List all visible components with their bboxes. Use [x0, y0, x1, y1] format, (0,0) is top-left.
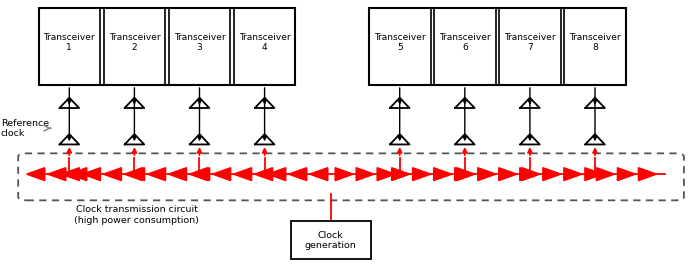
Polygon shape [638, 168, 657, 181]
Polygon shape [267, 168, 286, 181]
Polygon shape [169, 168, 186, 181]
Bar [369, 8, 626, 85]
Text: Transceiver
2: Transceiver 2 [108, 33, 160, 52]
Polygon shape [148, 168, 166, 181]
Polygon shape [189, 168, 207, 181]
Polygon shape [412, 168, 430, 181]
Bar [169, 8, 230, 85]
FancyBboxPatch shape [18, 153, 684, 200]
Text: Transceiver
7: Transceiver 7 [504, 33, 556, 52]
Bar [290, 221, 371, 259]
Polygon shape [335, 168, 354, 181]
Polygon shape [433, 168, 452, 181]
Bar [38, 8, 295, 85]
Polygon shape [83, 168, 101, 181]
Bar [499, 8, 561, 85]
Polygon shape [499, 168, 517, 181]
Bar [564, 8, 626, 85]
Text: Transceiver
8: Transceiver 8 [569, 33, 621, 52]
Bar [234, 8, 295, 85]
Polygon shape [596, 168, 615, 181]
Polygon shape [617, 168, 636, 181]
Bar [104, 8, 165, 85]
Bar [38, 8, 100, 85]
Polygon shape [127, 168, 145, 181]
Polygon shape [377, 168, 395, 181]
Polygon shape [125, 168, 143, 181]
Polygon shape [543, 168, 561, 181]
Polygon shape [192, 168, 210, 181]
Polygon shape [391, 168, 409, 181]
Text: Reference
clock: Reference clock [1, 119, 49, 138]
Polygon shape [356, 168, 374, 181]
Polygon shape [69, 168, 87, 181]
Polygon shape [255, 168, 273, 181]
Polygon shape [213, 168, 231, 181]
Text: Clock
generation: Clock generation [305, 231, 356, 250]
Text: Transceiver
5: Transceiver 5 [374, 33, 426, 52]
Bar [434, 8, 496, 85]
Polygon shape [478, 168, 496, 181]
Bar [369, 8, 430, 85]
Polygon shape [519, 168, 538, 181]
Polygon shape [62, 168, 80, 181]
Polygon shape [522, 168, 540, 181]
Text: Transceiver
1: Transceiver 1 [43, 33, 95, 52]
Polygon shape [309, 168, 328, 181]
Polygon shape [457, 168, 475, 181]
Text: Transceiver
4: Transceiver 4 [239, 33, 290, 52]
Polygon shape [564, 168, 582, 181]
Polygon shape [585, 168, 603, 181]
Polygon shape [454, 168, 472, 181]
Polygon shape [234, 168, 252, 181]
Text: Clock transmission circuit
(high power consumption): Clock transmission circuit (high power c… [74, 205, 199, 225]
Polygon shape [27, 168, 45, 181]
Text: Transceiver
3: Transceiver 3 [174, 33, 225, 52]
Polygon shape [104, 168, 122, 181]
Polygon shape [288, 168, 307, 181]
Text: Transceiver
6: Transceiver 6 [439, 33, 491, 52]
Polygon shape [48, 168, 66, 181]
